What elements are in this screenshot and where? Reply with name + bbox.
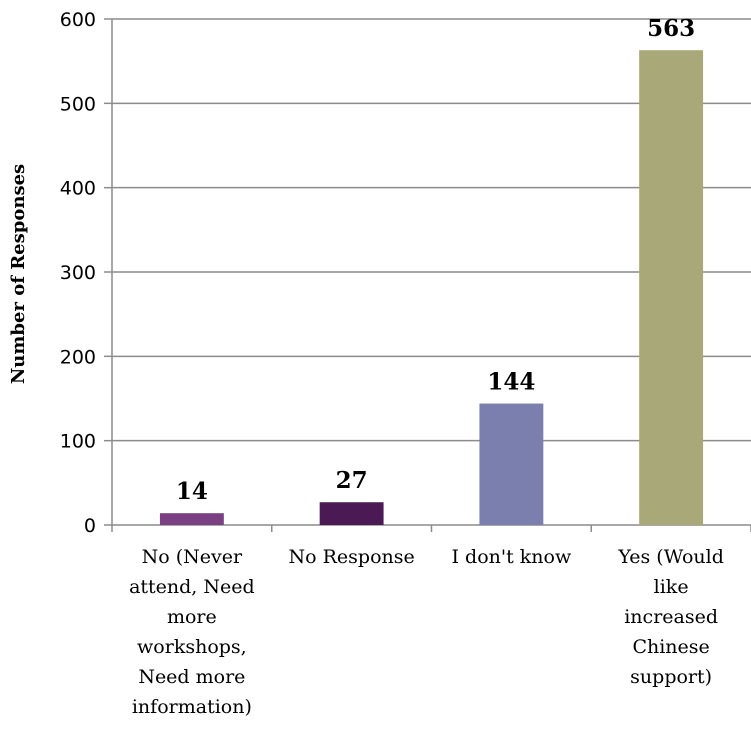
bar	[639, 50, 704, 525]
y-tick-label: 200	[60, 346, 96, 368]
y-tick-label: 500	[60, 93, 96, 115]
y-tick-label: 600	[60, 9, 96, 31]
data-label: 144	[487, 369, 535, 396]
data-label: 563	[647, 15, 695, 42]
category-label: information)	[132, 696, 252, 718]
y-tick-label: 100	[60, 431, 96, 453]
data-label: 14	[176, 478, 208, 505]
category-label: support)	[630, 666, 712, 688]
bar	[319, 502, 384, 525]
category-label: No (Never	[142, 546, 243, 568]
y-tick-label: 400	[60, 178, 96, 200]
category-label: increased	[624, 606, 718, 628]
category-label: Chinese	[632, 636, 709, 658]
category-label: attend, Need	[129, 576, 255, 598]
data-label: 27	[336, 467, 368, 494]
category-label: workshops,	[137, 636, 247, 658]
category-label: Need more	[138, 666, 245, 688]
y-axis-title: Number of Responses	[8, 164, 29, 384]
y-tick-label: 0	[84, 515, 96, 537]
bar	[479, 403, 544, 525]
category-label: Yes (Would	[617, 546, 724, 568]
y-tick-label: 300	[60, 262, 96, 284]
bar	[159, 513, 224, 525]
category-label: No Response	[289, 546, 415, 568]
category-label: I don't know	[452, 546, 572, 568]
category-label: more	[167, 606, 217, 628]
category-label: like	[654, 576, 689, 598]
